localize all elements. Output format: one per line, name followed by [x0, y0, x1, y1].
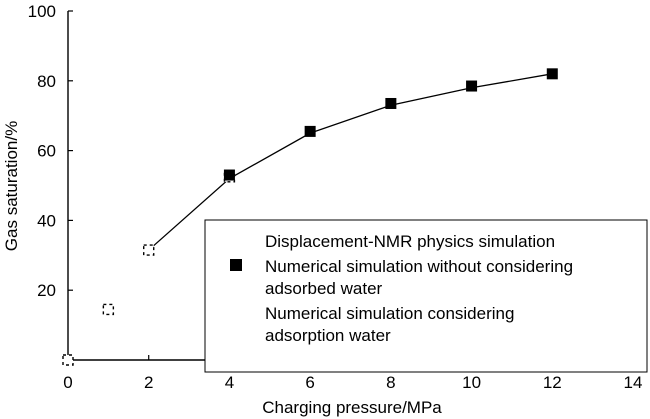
nmr-data-point: [143, 244, 155, 256]
legend-box: [204, 219, 648, 373]
x-tick-label: 4: [225, 373, 234, 392]
legend-label: Displacement-NMR physics simulation: [265, 232, 555, 251]
series-line-considering-adsorption: [148, 73, 553, 251]
numerical-no-adsorption-point: [223, 169, 235, 181]
x-tick-label: 0: [63, 373, 72, 392]
legend-filled-square-icon: [230, 259, 242, 271]
x-tick-label: 12: [543, 373, 562, 392]
series-layer: [62, 68, 558, 366]
nmr-data-point: [62, 354, 74, 366]
y-tick-label: 40: [37, 211, 56, 230]
y-tick-label: 80: [37, 72, 56, 91]
legend: Displacement-NMR physics simulation Numer…: [204, 219, 648, 373]
x-axis-title: Charging pressure/MPa: [262, 398, 442, 417]
y-tick-label: 100: [28, 2, 56, 21]
legend-label: Numerical simulation considering: [265, 304, 514, 323]
numerical-no-adsorption-point: [304, 125, 316, 137]
y-tick-label: 60: [37, 142, 56, 161]
numerical-no-adsorption-point: [385, 97, 397, 109]
x-tick-label: 14: [624, 373, 643, 392]
x-tick-label: 10: [462, 373, 481, 392]
y-axis-title: Gas saturation/%: [2, 121, 21, 251]
numerical-no-adsorption-point: [546, 68, 558, 80]
y-tick-label: 20: [37, 281, 56, 300]
legend-item: Displacement-NMR physics simulation: [265, 232, 555, 251]
x-tick-label: 8: [386, 373, 395, 392]
numerical-no-adsorption-point: [466, 80, 478, 92]
y-axis: 20 40 60 80 100: [28, 2, 73, 360]
x-tick-label: 2: [144, 373, 153, 392]
legend-item: Numerical simulation without considering…: [230, 257, 573, 298]
nmr-data-point: [102, 303, 115, 316]
legend-label: adsorbed water: [265, 279, 383, 298]
x-tick-label: 6: [305, 373, 314, 392]
legend-item: Numerical simulation considering adsorpti…: [265, 304, 514, 345]
legend-label: adsorption water: [265, 326, 391, 345]
legend-label: Numerical simulation without considering: [265, 257, 573, 276]
